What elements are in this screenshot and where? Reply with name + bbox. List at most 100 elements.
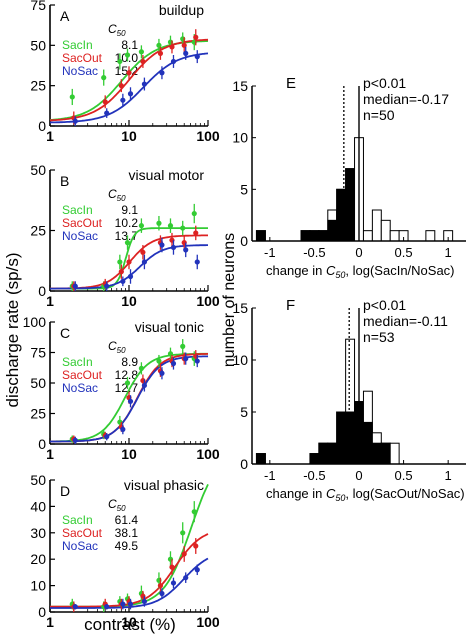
x-tick-label: -1 xyxy=(264,468,276,483)
y-tick-label: 25 xyxy=(30,78,46,94)
legend-entry: SacOut xyxy=(62,216,103,230)
panel-letter: D xyxy=(60,483,70,499)
data-point xyxy=(69,94,75,100)
x-tick-label: -0.5 xyxy=(303,468,325,483)
stats-line: p<0.01 xyxy=(363,297,406,313)
histogram-bar-filled xyxy=(318,230,329,242)
y-tick-label: 25 xyxy=(30,406,46,422)
legend-entry: NoSac xyxy=(62,229,98,243)
data-point xyxy=(72,283,78,289)
data-point xyxy=(118,83,124,89)
stats-line: n=50 xyxy=(363,107,395,123)
data-point xyxy=(181,42,187,48)
c50-symbol: C xyxy=(108,497,117,511)
histogram-bar-total xyxy=(371,209,382,242)
y-tick-label: 5 xyxy=(240,181,248,197)
data-point xyxy=(118,269,124,275)
data-point xyxy=(124,52,131,58)
legend-entry: NoSac xyxy=(62,381,98,395)
data-point xyxy=(193,543,199,549)
histogram-bar-filled xyxy=(318,442,329,465)
panel-letter: A xyxy=(60,8,70,24)
legend-entry: SacOut xyxy=(62,368,103,382)
legend-entry: SacIn xyxy=(62,38,93,52)
data-point xyxy=(181,551,187,557)
stats-line: median=-0.11 xyxy=(363,313,448,329)
data-point xyxy=(138,49,145,55)
data-point xyxy=(170,580,177,586)
legend-c50-value: 12.8 xyxy=(115,368,139,382)
data-point xyxy=(104,434,110,440)
legend-c50-value: 49.5 xyxy=(115,539,139,553)
legend-entry: SacIn xyxy=(62,203,93,217)
histogram-bar-filled xyxy=(300,230,311,242)
data-point xyxy=(138,365,145,371)
legend-c50-value: 10.2 xyxy=(115,216,139,230)
histogram-bar-total xyxy=(389,442,400,465)
c50-subscript: 50 xyxy=(117,29,126,38)
data-point xyxy=(194,567,200,573)
x-tick-label: 10 xyxy=(121,614,137,630)
c50-header: C50 xyxy=(108,187,126,203)
y-tick-label: 100 xyxy=(23,314,47,330)
c50-header: C50 xyxy=(108,497,126,513)
c50-symbol: C xyxy=(108,339,117,353)
x-axis-label: contrast (%) xyxy=(84,615,176,634)
data-point xyxy=(159,370,165,376)
data-point xyxy=(180,530,186,536)
data-point xyxy=(72,118,78,124)
x-tick-label: 1 xyxy=(46,446,54,462)
data-point xyxy=(157,583,164,589)
data-point xyxy=(169,564,175,570)
y-tick-label: 50 xyxy=(30,375,46,391)
y-tick-label: 15 xyxy=(232,78,248,94)
data-point xyxy=(124,240,131,246)
hist-x-label-subscript: 50 xyxy=(335,270,345,280)
data-point xyxy=(180,343,186,349)
data-point xyxy=(126,259,132,265)
x-tick-label: 1 xyxy=(445,468,452,483)
stats-line: n=53 xyxy=(363,329,395,345)
panel-letter: B xyxy=(60,173,69,189)
hist-x-label: change in C50, log(SacOut/NoSac) xyxy=(266,486,465,503)
y-tick-label: 0 xyxy=(38,118,46,134)
data-point xyxy=(127,601,134,607)
data-point xyxy=(194,54,200,60)
hist-x-label-symbol: C xyxy=(326,263,336,278)
y-tick-label: 0 xyxy=(38,604,46,620)
hist-x-label: change in C50, log(SacIn/NoSac) xyxy=(266,263,455,280)
hist-x-label-prefix: change in xyxy=(266,486,326,501)
y-tick-label: 50 xyxy=(30,472,46,488)
y-tick-label: 20 xyxy=(30,551,46,567)
c50-subscript: 50 xyxy=(117,346,126,355)
histogram-bar-total xyxy=(425,230,436,242)
x-tick-label: 0 xyxy=(355,245,362,260)
data-point xyxy=(180,225,186,231)
histogram-bar-total xyxy=(362,230,373,242)
x-tick-label: -1 xyxy=(264,245,276,260)
histogram-bar-filled xyxy=(380,442,391,465)
y-tick-label: 0 xyxy=(38,436,46,452)
legend-entry: SacIn xyxy=(62,513,93,527)
histogram-bar-filled xyxy=(336,411,347,465)
c50-subscript: 50 xyxy=(117,194,126,203)
data-point xyxy=(141,382,148,389)
data-point xyxy=(170,360,177,367)
data-point xyxy=(124,380,131,386)
y-tick-label: 0 xyxy=(240,456,248,472)
y-tick-label: 0 xyxy=(38,283,46,299)
y-tick-label: 50 xyxy=(30,37,46,53)
data-point xyxy=(194,259,200,265)
c50-symbol: C xyxy=(108,187,117,201)
histogram-bar-filled xyxy=(327,442,338,465)
data-point xyxy=(159,590,165,597)
data-point xyxy=(102,99,108,105)
y-tick-label: 50 xyxy=(30,162,46,178)
c50-header: C50 xyxy=(108,22,126,38)
data-point xyxy=(126,70,132,76)
legend-entry: SacOut xyxy=(62,526,103,540)
c50-subscript: 50 xyxy=(117,504,126,513)
